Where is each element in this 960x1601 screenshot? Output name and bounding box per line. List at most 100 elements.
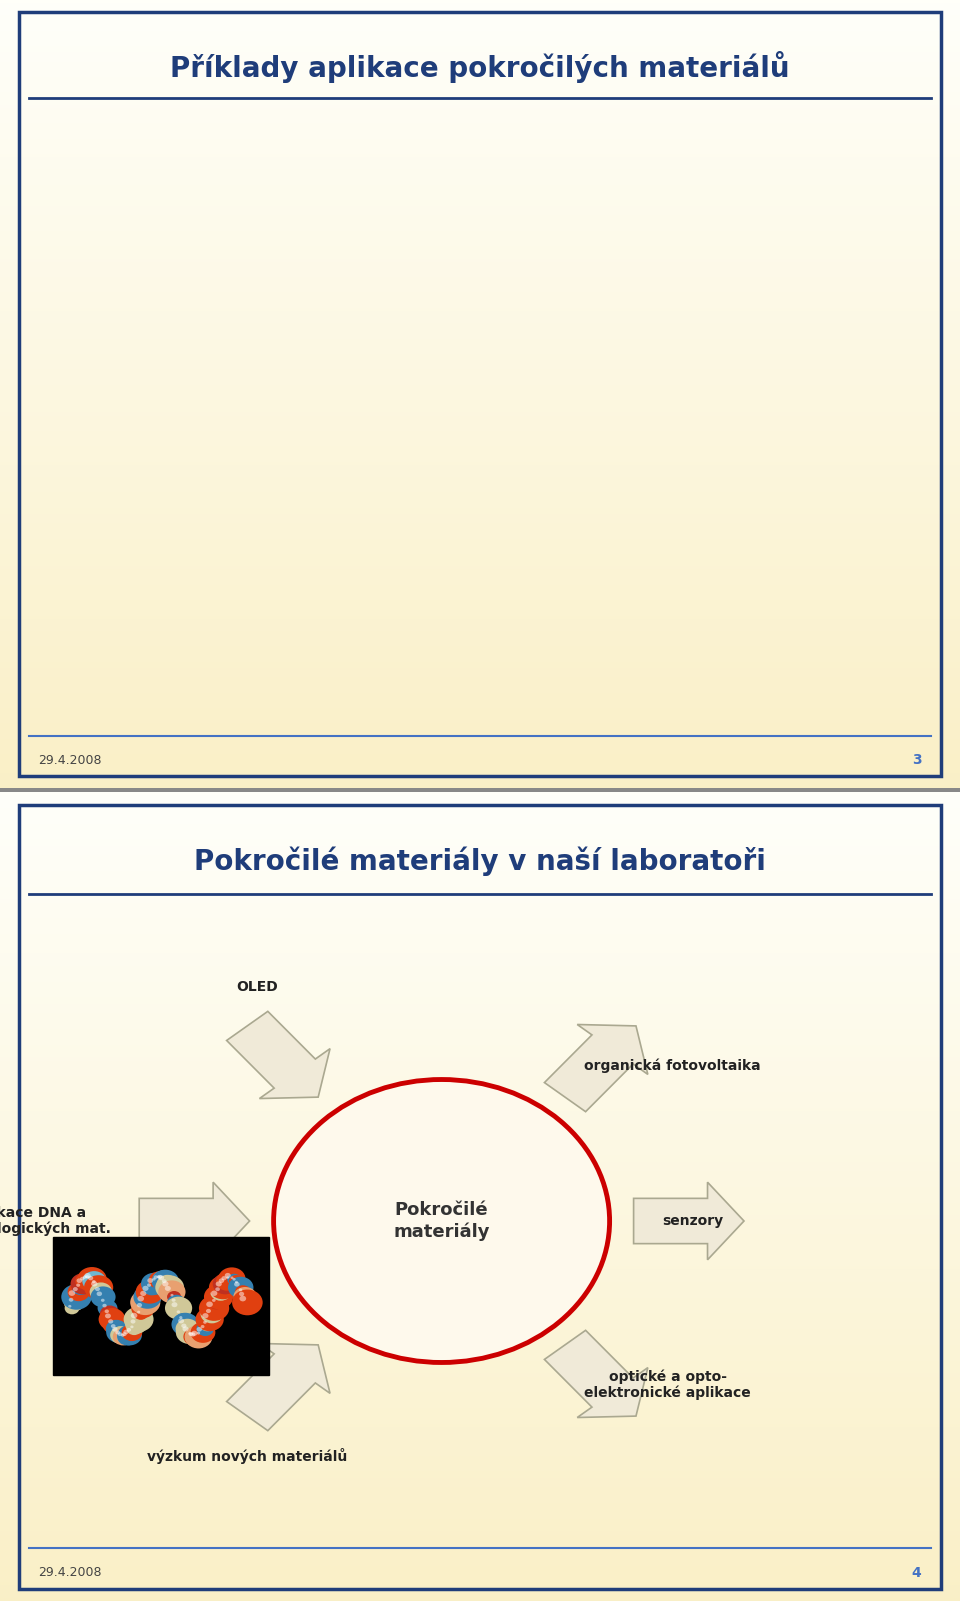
Circle shape (153, 1273, 169, 1286)
Circle shape (182, 1326, 188, 1332)
Circle shape (176, 1321, 204, 1343)
Circle shape (201, 1326, 204, 1329)
Circle shape (147, 1278, 153, 1282)
Circle shape (110, 1326, 132, 1345)
Circle shape (212, 1298, 216, 1302)
Circle shape (117, 1324, 142, 1345)
Circle shape (147, 1284, 151, 1287)
Circle shape (185, 1327, 207, 1346)
Circle shape (181, 1324, 186, 1327)
Circle shape (100, 1305, 120, 1322)
Circle shape (156, 1276, 160, 1278)
Circle shape (188, 1332, 193, 1337)
Text: organická fotovoltaika: organická fotovoltaika (585, 1058, 761, 1073)
Circle shape (274, 1079, 610, 1362)
Text: 3: 3 (912, 752, 922, 767)
Circle shape (131, 1313, 137, 1318)
Circle shape (112, 1327, 118, 1332)
Circle shape (108, 1319, 113, 1324)
Circle shape (162, 1279, 167, 1282)
Circle shape (201, 1305, 223, 1324)
Circle shape (83, 1276, 86, 1279)
Circle shape (239, 1295, 246, 1302)
Polygon shape (139, 1182, 250, 1260)
Circle shape (225, 1273, 230, 1278)
Circle shape (218, 1268, 246, 1290)
Circle shape (162, 1281, 169, 1287)
Circle shape (165, 1286, 171, 1290)
Circle shape (77, 1266, 107, 1292)
Circle shape (210, 1282, 231, 1300)
Text: Pokročilé
materiály: Pokročilé materiály (394, 1201, 490, 1241)
Circle shape (184, 1326, 212, 1348)
Circle shape (127, 1322, 142, 1335)
Circle shape (149, 1274, 164, 1287)
Circle shape (226, 1276, 229, 1279)
Circle shape (197, 1327, 202, 1332)
Circle shape (239, 1292, 244, 1297)
Circle shape (149, 1271, 168, 1287)
Circle shape (200, 1318, 216, 1332)
Circle shape (152, 1270, 179, 1292)
Circle shape (112, 1329, 133, 1345)
Text: výzkum nových materiálů: výzkum nových materiálů (147, 1449, 348, 1465)
Circle shape (204, 1284, 233, 1310)
Circle shape (83, 1271, 107, 1290)
Circle shape (190, 1332, 196, 1337)
Circle shape (206, 1310, 211, 1313)
Circle shape (133, 1286, 161, 1308)
Circle shape (70, 1273, 96, 1295)
Text: senzory: senzory (662, 1214, 724, 1228)
Circle shape (115, 1330, 120, 1334)
Circle shape (172, 1302, 178, 1306)
Circle shape (84, 1274, 113, 1300)
Circle shape (216, 1281, 222, 1287)
Circle shape (117, 1330, 133, 1345)
Circle shape (228, 1276, 253, 1298)
Circle shape (105, 1310, 108, 1313)
Circle shape (75, 1273, 95, 1289)
Circle shape (87, 1276, 106, 1290)
Circle shape (133, 1308, 148, 1319)
Circle shape (88, 1276, 93, 1281)
Circle shape (208, 1295, 225, 1310)
Circle shape (171, 1294, 174, 1297)
Circle shape (167, 1290, 181, 1303)
Circle shape (141, 1273, 167, 1295)
Circle shape (203, 1313, 208, 1318)
Circle shape (85, 1274, 89, 1278)
Circle shape (73, 1287, 78, 1290)
Circle shape (196, 1308, 224, 1330)
Circle shape (69, 1298, 73, 1302)
Circle shape (63, 1294, 84, 1311)
Circle shape (137, 1311, 140, 1313)
Text: optické a opto-
elektronické aplikace: optické a opto- elektronické aplikace (585, 1369, 751, 1401)
Circle shape (185, 1329, 199, 1340)
Circle shape (122, 1332, 127, 1337)
Circle shape (137, 1295, 144, 1302)
Text: OLED: OLED (236, 980, 277, 994)
Circle shape (99, 1308, 126, 1330)
Circle shape (72, 1279, 90, 1295)
Polygon shape (544, 1025, 648, 1111)
Circle shape (180, 1316, 182, 1319)
Circle shape (158, 1281, 185, 1303)
Circle shape (204, 1321, 206, 1324)
Circle shape (131, 1326, 133, 1329)
Circle shape (101, 1298, 105, 1302)
Circle shape (235, 1281, 238, 1284)
Circle shape (131, 1290, 160, 1314)
Circle shape (156, 1276, 184, 1300)
Circle shape (135, 1281, 164, 1303)
Circle shape (229, 1274, 244, 1287)
Circle shape (122, 1324, 142, 1342)
Circle shape (197, 1332, 200, 1335)
Circle shape (153, 1278, 156, 1281)
Text: aplikace DNA a
bioanalogických mat.: aplikace DNA a bioanalogických mat. (0, 1206, 110, 1236)
Circle shape (233, 1287, 257, 1306)
Circle shape (98, 1300, 117, 1316)
Circle shape (183, 1327, 204, 1346)
Circle shape (223, 1273, 237, 1286)
Circle shape (191, 1322, 215, 1343)
Circle shape (199, 1295, 229, 1321)
